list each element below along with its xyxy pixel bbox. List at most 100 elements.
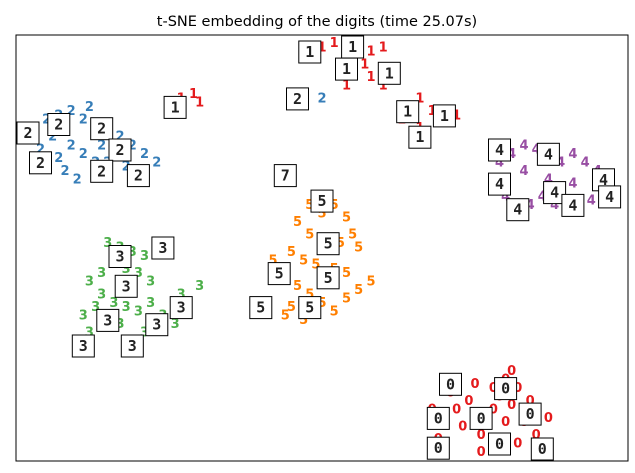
point-digit-5: 5 [281, 309, 290, 324]
thumbnail-frame [396, 100, 420, 124]
marks-layer: 0000000000000000000000000000000000001111… [16, 35, 622, 461]
thumbnail-frame [114, 274, 138, 298]
thumbnail-glyph: 1 [171, 98, 180, 116]
thumbnail-digit-0: 0 [494, 377, 518, 401]
point-digit-2: 2 [97, 138, 106, 153]
point-digit-4: 4 [526, 198, 535, 213]
point-digit-2: 2 [79, 113, 88, 128]
point-digit-2: 2 [152, 155, 161, 170]
point-digit-3: 3 [146, 275, 155, 290]
point-digit-5: 5 [305, 287, 314, 302]
point-digit-3: 3 [140, 249, 149, 264]
point-digit-4: 4 [519, 164, 528, 179]
point-digit-5: 5 [336, 236, 345, 251]
point-digit-4: 4 [587, 194, 596, 209]
point-digit-4: 4 [538, 189, 547, 204]
point-digit-1: 1 [317, 40, 326, 55]
thumbnail-digit-3: 3 [108, 245, 132, 268]
thumbnail-glyph: 0 [501, 380, 510, 398]
thumbnail-frame [126, 164, 150, 188]
thumbnail-glyph: 0 [477, 409, 486, 427]
thumbnail-digit-4: 4 [561, 193, 585, 217]
thumbnail-glyph: 2 [293, 90, 302, 108]
thumbnail-glyph: 5 [275, 265, 284, 283]
thumbnail-digit-2: 2 [108, 138, 132, 162]
thumbnail-glyph: 2 [36, 154, 45, 172]
thumbnail-glyph: 2 [54, 116, 63, 134]
thumbnail-digit-0: 0 [439, 372, 462, 396]
thumbnail-glyph: 4 [550, 184, 559, 202]
point-digit-1: 1 [452, 108, 461, 123]
thumbnail-glyph: 1 [415, 128, 424, 146]
point-digit-0: 0 [513, 437, 522, 452]
point-digit-3: 3 [171, 317, 180, 332]
thumbnail-frame [543, 181, 567, 205]
point-digit-5: 5 [305, 198, 314, 213]
point-digit-5: 5 [293, 279, 302, 294]
point-digit-2: 2 [317, 91, 326, 106]
point-digit-3: 3 [134, 304, 143, 319]
point-digit-5: 5 [342, 292, 351, 307]
point-digit-3: 3 [97, 266, 106, 281]
thumbnail-glyph: 5 [317, 192, 326, 210]
point-digit-1: 1 [366, 45, 375, 60]
thumbnail-digit-3: 3 [145, 313, 169, 337]
thumbnail-digit-2: 2 [16, 121, 40, 145]
point-digit-5: 5 [293, 215, 302, 230]
thumbnail-digit-2: 2 [47, 113, 71, 136]
thumbnail-frame [90, 159, 114, 183]
thumbnail-glyph: 3 [158, 239, 167, 257]
point-digit-3: 3 [128, 245, 137, 260]
point-digit-2: 2 [79, 147, 88, 162]
thumbnail-glyph: 3 [103, 311, 112, 329]
point-digit-2: 2 [54, 151, 63, 166]
point-digit-0: 0 [470, 377, 479, 392]
thumbnail-frame [439, 372, 462, 396]
thumbnail-frame [432, 104, 456, 128]
thumbnail-frame [316, 232, 340, 256]
thumbnail-frame [249, 296, 273, 320]
series-digit-2: 22222222222222222222222222222222 [16, 87, 327, 188]
thumbnail-digit-5: 5 [249, 296, 273, 320]
thumbnail-digit-3: 3 [114, 274, 138, 298]
point-digit-3: 3 [79, 309, 88, 324]
thumbnail-glyph: 4 [568, 196, 577, 214]
thumbnail-glyph: 2 [97, 162, 106, 180]
point-digit-5: 5 [287, 245, 296, 260]
thumbnail-glyph: 1 [440, 107, 449, 125]
thumbnail-digit-1: 1 [298, 40, 322, 64]
point-digit-5: 5 [342, 266, 351, 281]
series-digit-1: 1111111111111111111111111111111 [163, 35, 461, 149]
point-digit-4: 4 [501, 189, 510, 204]
point-digit-5: 5 [287, 300, 296, 315]
point-digit-2: 2 [42, 113, 51, 128]
thumbnail-digit-0: 0 [518, 402, 542, 426]
thumbnail-glyph: 2 [23, 124, 32, 142]
point-digit-0: 0 [501, 415, 510, 430]
point-digit-3: 3 [85, 326, 94, 341]
chart-title: t-SNE embedding of the digits (time 25.0… [157, 14, 477, 30]
thumbnail-glyph: 5 [305, 299, 314, 317]
thumbnail-digit-2: 2 [126, 164, 150, 188]
point-digit-0: 0 [544, 411, 553, 426]
axes-frame [15, 34, 629, 462]
thumbnail-digit-1: 1 [396, 100, 420, 124]
point-digit-4: 4 [544, 172, 553, 187]
thumbnail-glyph: 0 [434, 409, 443, 427]
thumbnail-frame [286, 87, 309, 111]
point-digit-1: 1 [189, 87, 198, 102]
thumbnail-frame [488, 172, 511, 196]
thumbnail-glyph: 1 [305, 43, 314, 61]
thumbnail-glyph: 3 [177, 299, 186, 317]
series-digit-4: 4444444444444444444444444444444 [488, 138, 622, 222]
thumbnail-frame [96, 308, 120, 332]
thumbnail-glyph: 0 [434, 439, 443, 457]
thumbnail-frame [488, 138, 511, 162]
thumbnail-glyph: 4 [495, 141, 504, 159]
point-digit-4: 4 [507, 147, 516, 162]
thumbnail-digit-3: 3 [120, 334, 144, 358]
thumbnail-glyph: 7 [281, 167, 290, 185]
point-digit-5: 5 [354, 241, 363, 256]
thumbnail-digit-5: 5 [316, 266, 340, 290]
